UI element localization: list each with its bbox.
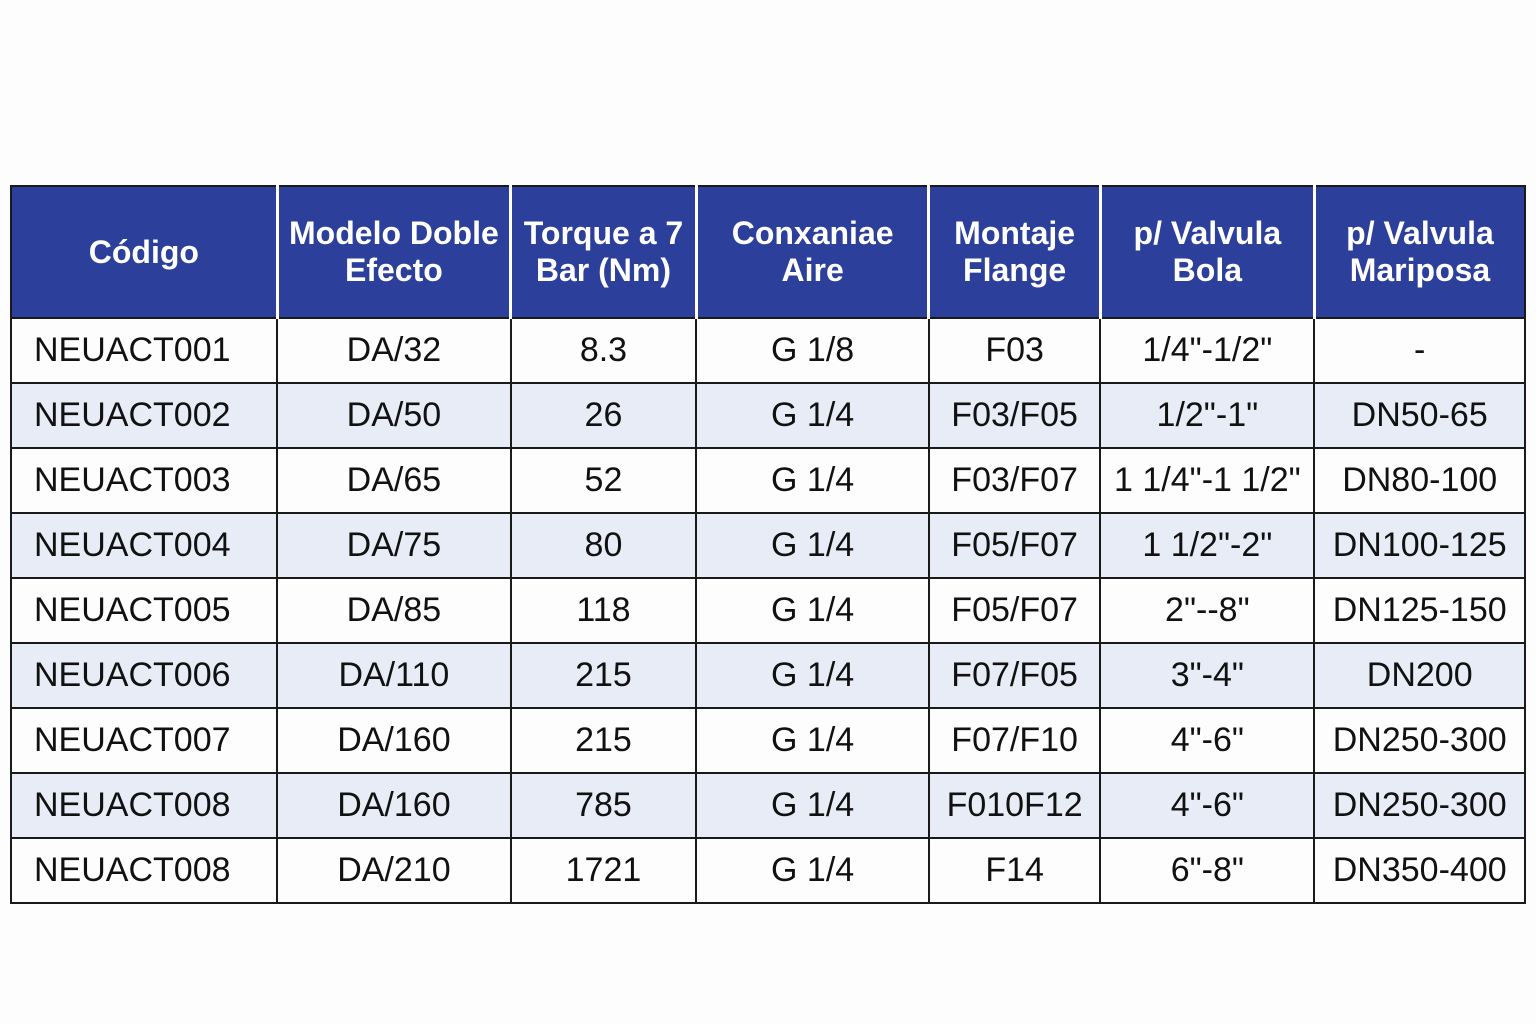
table-cell: DA/75 — [276, 512, 512, 579]
table-cell: G 1/4 — [695, 707, 930, 774]
table-cell: 4"-6" — [1099, 772, 1316, 839]
table-cell: 215 — [509, 707, 698, 774]
table-cell: 1/4"-1/2" — [1099, 317, 1316, 384]
table-row: NEUACT001 DA/32 8.3 G 1/8 F03 1/4"-1/2" - — [9, 317, 1526, 384]
table-cell: F010F12 — [927, 772, 1102, 839]
table-cell: 80 — [509, 512, 698, 579]
table-cell: 118 — [509, 577, 698, 644]
table-cell: DA/110 — [276, 642, 512, 709]
table-cell: DN100-125 — [1313, 512, 1526, 579]
table-cell: 52 — [509, 447, 698, 514]
table-cell: G 1/4 — [695, 447, 930, 514]
table-cell: G 1/4 — [695, 772, 930, 839]
table-row: NEUACT005 DA/85 118 G 1/4 F05/F07 2"--8" DN125… — [9, 577, 1526, 644]
table-row: NEUACT006 DA/110 215 G 1/4 F07/F05 3"-4" DN200 — [9, 642, 1526, 709]
table-cell: 3"-4" — [1099, 642, 1316, 709]
table-cell: DN80-100 — [1313, 447, 1526, 514]
table-cell: 1 1/4"-1 1/2" — [1099, 447, 1316, 514]
table-cell: 785 — [509, 772, 698, 839]
column-header: Montaje Flange — [927, 185, 1102, 319]
table-row: NEUACT008 DA/160 785 G 1/4 F010F12 4"-6" DN250… — [9, 772, 1526, 839]
table-cell: DA/160 — [276, 772, 512, 839]
table-cell: F14 — [927, 837, 1102, 904]
table-cell: NEUACT002 — [9, 382, 279, 449]
table-cell: DN350-400 — [1313, 837, 1526, 904]
table-cell: F05/F07 — [927, 577, 1102, 644]
table-row: NEUACT008 DA/210 1721 G 1/4 F14 6"-8" DN350-40… — [9, 837, 1526, 904]
table-cell: DA/65 — [276, 447, 512, 514]
table-cell: NEUACT004 — [9, 512, 279, 579]
table-cell: NEUACT006 — [9, 642, 279, 709]
table-cell: 6"-8" — [1099, 837, 1316, 904]
column-header: p/ Valvula Mariposa — [1312, 185, 1526, 319]
table-cell: G 1/4 — [695, 382, 930, 449]
header-row: Código Modelo Doble Efecto Torque a 7 Bar … — [9, 185, 1526, 319]
actuator-spec-table: Código Modelo Doble Efecto Torque a 7 Bar … — [9, 185, 1526, 904]
table-cell: 215 — [509, 642, 698, 709]
table-cell: 1721 — [509, 837, 698, 904]
table-cell: DA/50 — [276, 382, 512, 449]
table-cell: DN50-65 — [1313, 382, 1526, 449]
table-cell: NEUACT003 — [9, 447, 279, 514]
table-cell: F03/F07 — [927, 447, 1102, 514]
table-cell: F05/F07 — [927, 512, 1102, 579]
table-cell: NEUACT005 — [9, 577, 279, 644]
table-cell: DN200 — [1313, 642, 1526, 709]
table-cell: G 1/4 — [695, 512, 930, 579]
table-row: NEUACT007 DA/160 215 G 1/4 F07/F10 4"-6" DN250… — [9, 707, 1526, 774]
table-cell: DA/32 — [276, 317, 512, 384]
table-row: NEUACT004 DA/75 80 G 1/4 F05/F07 1 1/2"-2" DN1… — [9, 512, 1526, 579]
table-cell: G 1/4 — [695, 577, 930, 644]
table-cell: NEUACT007 — [9, 707, 279, 774]
table-cell: 8.3 — [509, 317, 698, 384]
table-cell: DA/210 — [276, 837, 512, 904]
column-header: Conxaniae Aire — [694, 185, 930, 319]
table-cell: DN250-300 — [1313, 772, 1526, 839]
table-cell: 26 — [509, 382, 698, 449]
table-row: NEUACT002 DA/50 26 G 1/4 F03/F05 1/2"-1" DN50-… — [9, 382, 1526, 449]
table-cell: - — [1313, 317, 1526, 384]
table-cell: F03 — [927, 317, 1102, 384]
table-cell: DN125-150 — [1313, 577, 1526, 644]
table-cell: DA/85 — [276, 577, 512, 644]
table-cell: 1 1/2"-2" — [1099, 512, 1316, 579]
column-header: p/ Valvula Bola — [1098, 185, 1316, 319]
table-cell: 4"-6" — [1099, 707, 1316, 774]
table-cell: NEUACT001 — [9, 317, 279, 384]
table-cell: F07/F05 — [927, 642, 1102, 709]
table-cell: 1/2"-1" — [1099, 382, 1316, 449]
table-row: NEUACT003 DA/65 52 G 1/4 F03/F07 1 1/4"-1 1/2… — [9, 447, 1526, 514]
table-cell: G 1/4 — [695, 837, 930, 904]
table-cell: G 1/4 — [695, 642, 930, 709]
table-cell: DA/160 — [276, 707, 512, 774]
table-cell: F07/F10 — [927, 707, 1102, 774]
column-header: Modelo Doble Efecto — [275, 185, 512, 319]
column-header: Torque a 7 Bar (Nm) — [509, 185, 698, 319]
table-cell: G 1/8 — [695, 317, 930, 384]
table-cell: DN250-300 — [1313, 707, 1526, 774]
table-cell: NEUACT008 — [9, 837, 279, 904]
table-cell: NEUACT008 — [9, 772, 279, 839]
column-header: Código — [9, 185, 279, 319]
table-cell: 2"--8" — [1099, 577, 1316, 644]
table-cell: F03/F05 — [927, 382, 1102, 449]
